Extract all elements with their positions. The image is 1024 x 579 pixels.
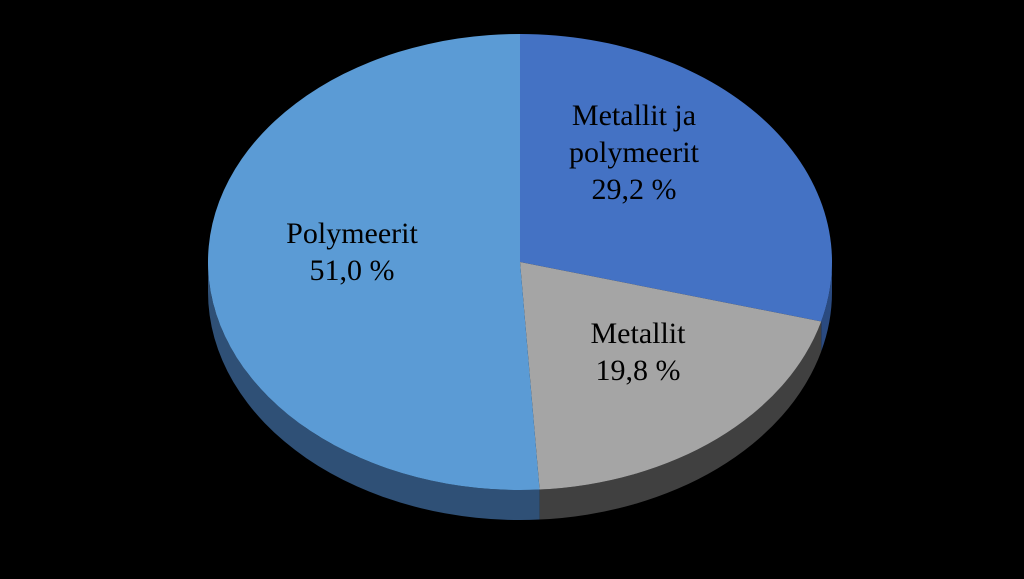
pie-slices xyxy=(207,34,832,490)
pie-sides xyxy=(208,262,832,520)
pie-side-metallit-ja-polymeerit xyxy=(821,262,832,352)
slice-label-metallit: Metallit 19,8 % xyxy=(591,317,687,387)
pie-slice-metallit-ja-polymeerit xyxy=(520,34,832,322)
pie-labels: Metallit ja polymeerit 29,2 % Metallit 19,8 … xyxy=(286,99,699,387)
pie-side-metallit xyxy=(539,321,822,520)
slice-label-polymeerit: Polymeerit 51,0 % xyxy=(286,217,418,287)
slice-label-metallit-ja-polymeerit: Metallit ja polymeerit 29,2 % xyxy=(569,99,700,206)
pie-slice-polymeerit xyxy=(207,34,540,490)
pie-side-polymeerit xyxy=(208,262,540,520)
pie-slice-metallit xyxy=(520,262,822,490)
